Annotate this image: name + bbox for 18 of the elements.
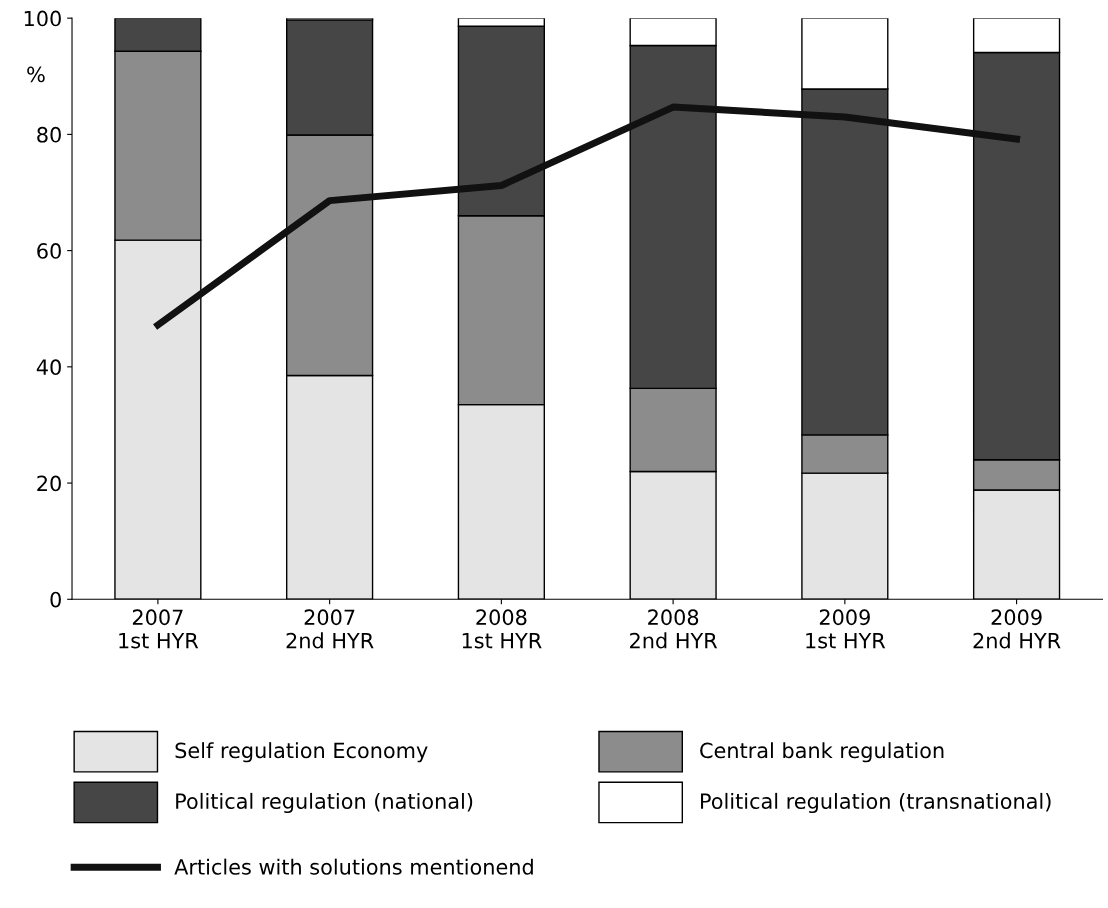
x-tick-label: 2009 1st HYR	[806, 609, 886, 649]
x-tick-label: 2007 2nd HYR	[286, 609, 374, 649]
y-tick-label: 60	[37, 243, 61, 259]
x-tick-label: 2008 2nd HYR	[630, 609, 718, 649]
y-axis-title: %	[27, 66, 45, 83]
x-tick-label: 2007 1st HYR	[119, 609, 199, 649]
legend-label: Political regulation (national)	[176, 792, 473, 814]
legend-label: Self regulation Economy	[175, 742, 428, 763]
legend-label: Central bank regulation	[700, 742, 944, 763]
legend-label: Articles with solutions mentionend	[174, 858, 533, 875]
legend-label: Political regulation (transnational)	[701, 792, 1051, 814]
x-tick-label: 2009 2nd HYR	[973, 609, 1061, 649]
y-tick-label: 0	[50, 591, 61, 608]
y-tick-label: 100	[24, 10, 61, 27]
y-tick-label: 80	[37, 126, 61, 143]
x-tick-label: 2008 1st HYR	[462, 609, 542, 649]
y-tick-label: 40	[36, 359, 61, 376]
y-tick-label: 20	[37, 475, 61, 492]
